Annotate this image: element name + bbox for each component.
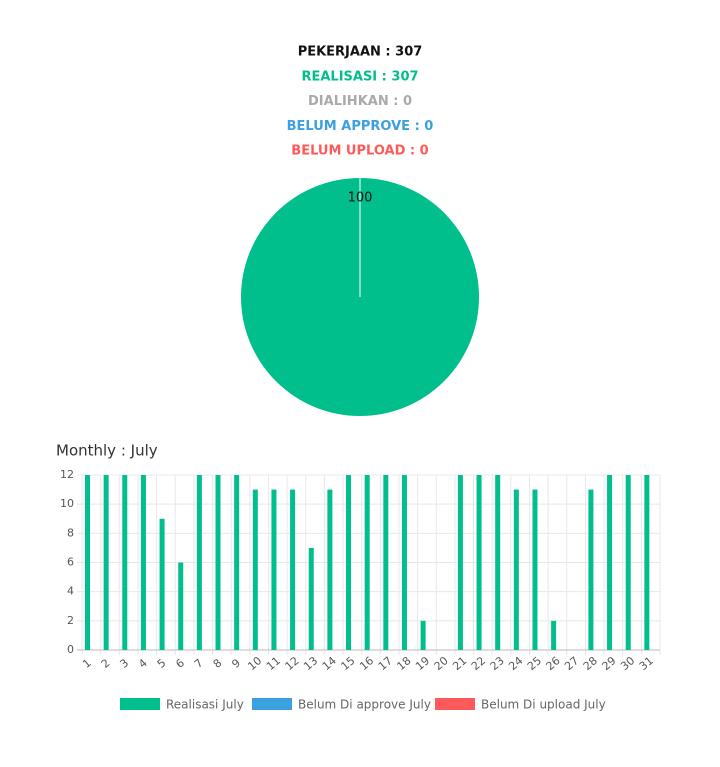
bar xyxy=(215,475,221,650)
y-tick-label: 4 xyxy=(67,585,74,598)
bar xyxy=(178,562,184,650)
y-tick-label: 10 xyxy=(60,497,74,510)
bar xyxy=(346,475,352,650)
y-tick-label: 12 xyxy=(60,468,74,481)
bar xyxy=(401,475,407,650)
bar xyxy=(85,475,90,650)
bar xyxy=(644,475,650,650)
summary-line: DIALIHKAN : 0 xyxy=(308,94,412,109)
summary-line: BELUM UPLOAD : 0 xyxy=(291,144,428,159)
bar xyxy=(383,475,389,650)
bar xyxy=(308,547,314,650)
y-tick-label: 2 xyxy=(67,614,74,627)
bar xyxy=(103,475,109,650)
legend-swatch xyxy=(252,698,292,710)
bar xyxy=(271,489,277,650)
bar xyxy=(476,475,482,650)
bar xyxy=(122,475,128,650)
bar xyxy=(495,475,501,650)
legend-label: Realisasi July xyxy=(166,698,244,712)
y-tick-label: 8 xyxy=(67,526,74,539)
bar xyxy=(327,489,333,650)
bar-title: Monthly : July xyxy=(56,442,158,460)
bar xyxy=(140,475,146,650)
bar xyxy=(290,489,296,650)
bar xyxy=(607,475,613,650)
bar xyxy=(159,518,165,650)
legend-label: Belum Di upload July xyxy=(481,698,606,712)
legend-label: Belum Di approve July xyxy=(298,698,431,712)
bar xyxy=(234,475,240,650)
y-tick-label: 0 xyxy=(67,643,74,656)
bar xyxy=(625,475,631,650)
summary-line: PEKERJAAN : 307 xyxy=(298,45,423,60)
pie-label: 100 xyxy=(348,191,373,206)
bar xyxy=(252,489,258,650)
bar xyxy=(196,475,202,650)
bar xyxy=(513,489,519,650)
bar xyxy=(532,489,538,650)
legend-swatch xyxy=(120,698,160,710)
summary-line: BELUM APPROVE : 0 xyxy=(287,119,434,134)
summary-line: REALISASI : 307 xyxy=(301,69,418,84)
bar xyxy=(551,620,557,650)
bar xyxy=(457,475,463,650)
bar xyxy=(364,475,370,650)
legend-swatch xyxy=(435,698,475,710)
bar xyxy=(588,489,594,650)
bar xyxy=(420,620,426,650)
y-tick-label: 6 xyxy=(67,556,74,569)
